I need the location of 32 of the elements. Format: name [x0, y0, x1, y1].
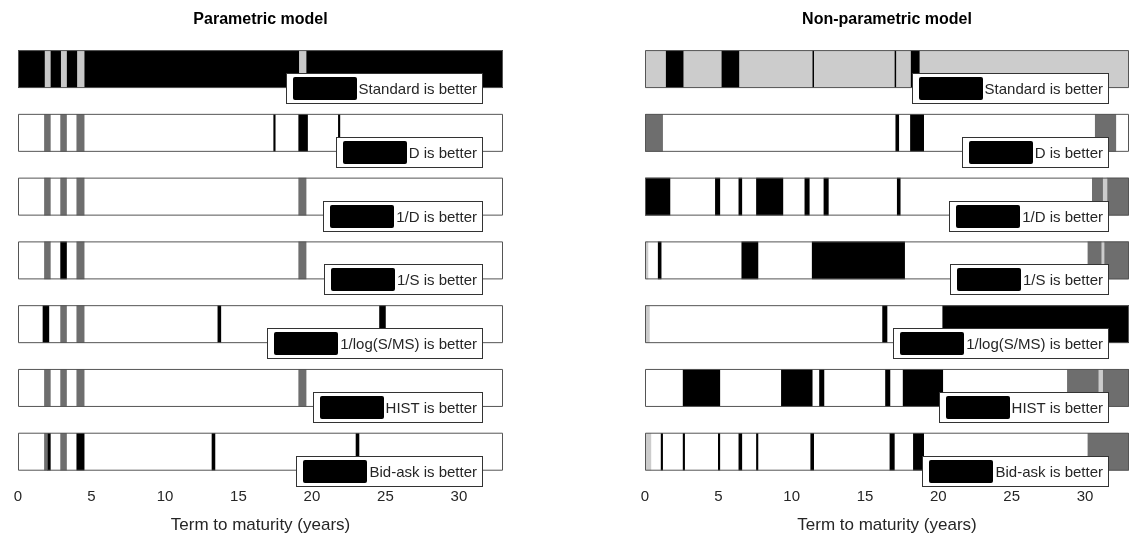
x-tick-label: 10 — [783, 486, 801, 504]
x-axis-title: Term to maturity (years) — [797, 515, 977, 535]
x-tick-label: 25 — [377, 486, 394, 504]
x-tick-label: 15 — [230, 486, 247, 504]
legend-box: 1/S is better — [949, 264, 1109, 296]
legend-box: D is better — [335, 136, 483, 168]
legend-box: Standard is better — [911, 73, 1109, 105]
x-tick-label: 20 — [929, 486, 947, 504]
x-tick-label: 15 — [856, 486, 874, 504]
legend-box: HIST is better — [312, 391, 483, 423]
legend-box: 1/D is better — [323, 200, 483, 232]
x-tick-label: 0 — [13, 486, 23, 504]
x-tick-label: 5 — [714, 486, 723, 504]
legend-box: 1/log(S/MS) is better — [267, 328, 483, 360]
legend-box: Standard is better — [285, 73, 483, 105]
legend-box: Bid-ask is better — [296, 455, 483, 487]
legend-box: 1/log(S/MS) is better — [893, 328, 1109, 360]
x-tick-label: 25 — [1003, 486, 1021, 504]
legend-box: HIST is better — [938, 391, 1109, 423]
legend-box: Bid-ask is better — [922, 455, 1109, 487]
legend-box: D is better — [961, 136, 1109, 168]
x-tick-label: 20 — [303, 486, 321, 504]
legend-box: 1/S is better — [323, 264, 483, 296]
x-tick-label: 5 — [87, 486, 96, 504]
x-tick-label: 30 — [450, 486, 468, 504]
legend-box: 1/D is better — [949, 200, 1109, 232]
x-tick-label: 10 — [156, 486, 174, 504]
x-tick-label: 30 — [1076, 486, 1094, 504]
chart-title: Parametric model — [193, 10, 328, 28]
x-axis-title: Term to maturity (years) — [170, 515, 351, 535]
chart-title: Non-parametric model — [802, 10, 972, 28]
x-tick-label: 0 — [640, 486, 650, 504]
